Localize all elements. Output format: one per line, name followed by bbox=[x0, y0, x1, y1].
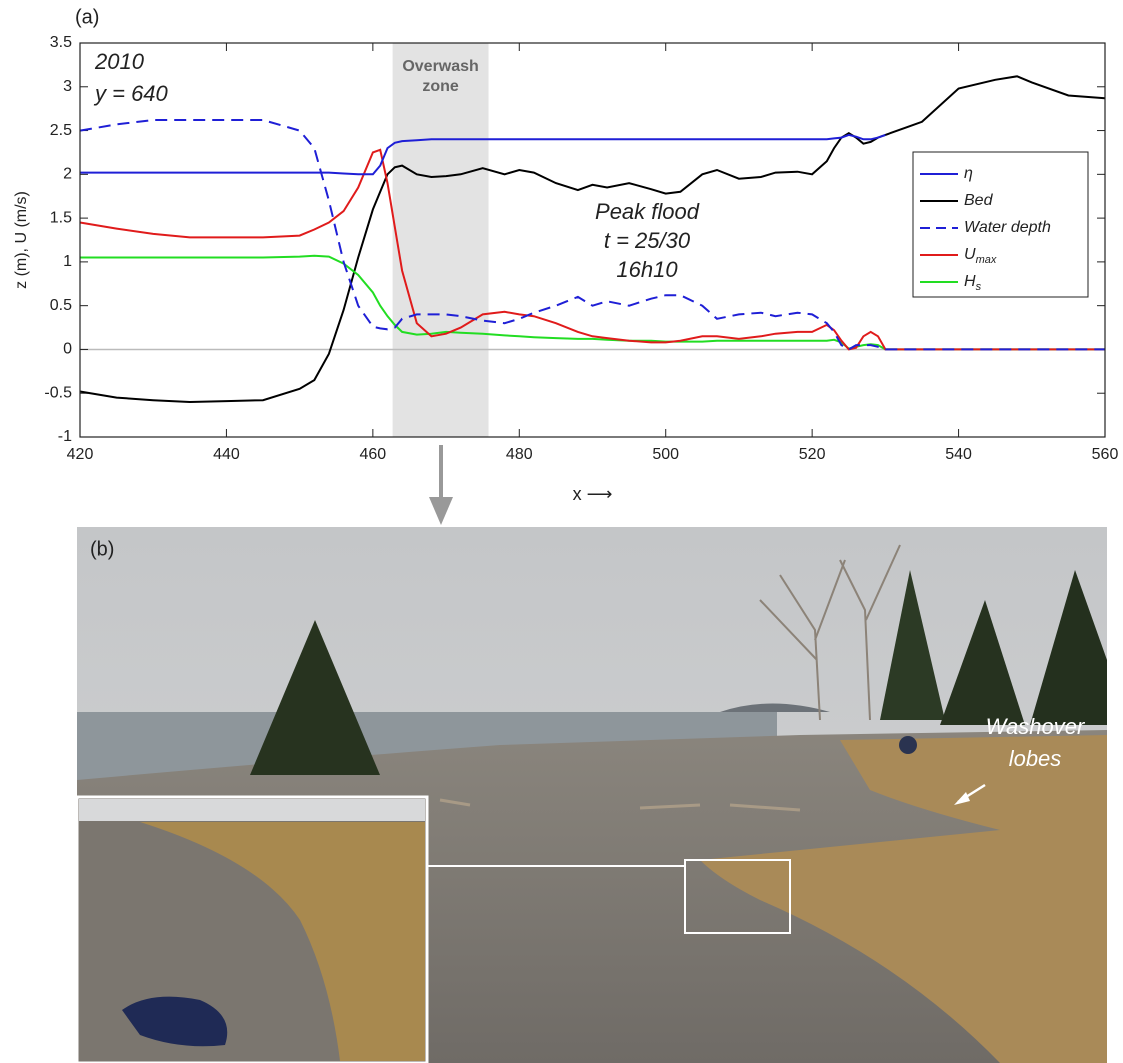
x-tick-label: 420 bbox=[67, 446, 94, 463]
series-line bbox=[79, 75, 1106, 404]
y-tick-label: 2.5 bbox=[50, 122, 72, 139]
inset-grass bbox=[140, 822, 425, 1061]
annotation-arrowhead bbox=[954, 792, 970, 805]
y-tick-label: -0.5 bbox=[44, 384, 72, 401]
y-tick-label: 1 bbox=[63, 253, 72, 270]
legend-label: U bbox=[964, 246, 976, 263]
photo-annotation: Washover bbox=[986, 714, 1086, 739]
x-tick-label: 520 bbox=[799, 446, 826, 463]
legend-label: Hs bbox=[964, 273, 982, 293]
x-axis-label: x ⟶ bbox=[573, 484, 613, 504]
x-tick-label: 500 bbox=[652, 446, 679, 463]
region-label: Overwash bbox=[402, 58, 478, 75]
photo-annotation: lobes bbox=[1009, 746, 1062, 771]
legend-label: Bed bbox=[964, 192, 994, 209]
region-label: zone bbox=[422, 78, 459, 95]
chart: Overwash zone -1 -0.5 0 0.5 1 1.5 2 2.5 3 3.5 420 440… bbox=[13, 34, 1118, 504]
person bbox=[899, 736, 917, 754]
annotation: Peak flood bbox=[595, 199, 700, 224]
x-tick-label: 440 bbox=[213, 446, 240, 463]
panel-label: (b) bbox=[90, 538, 114, 560]
legend-label: Water depth bbox=[964, 219, 1051, 236]
series-line bbox=[79, 148, 1105, 351]
y-tick-label: 3.5 bbox=[50, 34, 72, 51]
y-tick-label: -1 bbox=[58, 428, 72, 445]
headland bbox=[720, 703, 830, 712]
legend-label: H bbox=[964, 273, 976, 290]
annotation: y = 640 bbox=[93, 81, 169, 106]
annotation: 2010 bbox=[94, 49, 145, 74]
shaded-region bbox=[392, 43, 489, 437]
arrow-head bbox=[429, 497, 453, 525]
legend-label: Umax bbox=[964, 246, 997, 266]
series-line bbox=[80, 133, 886, 176]
y-axis-label: z (m), U (m/s) bbox=[13, 191, 30, 289]
x-tick-label: 460 bbox=[360, 446, 387, 463]
annotation: 16h10 bbox=[616, 257, 678, 282]
photo bbox=[75, 527, 1107, 1063]
legend-box bbox=[912, 151, 1089, 298]
bare-tree bbox=[759, 544, 901, 721]
inset-person bbox=[122, 996, 228, 1047]
y-tick-label: 0.5 bbox=[50, 297, 72, 314]
spruce bbox=[880, 570, 945, 720]
x-tick-label: 480 bbox=[506, 446, 533, 463]
spruce bbox=[250, 620, 380, 775]
grass bbox=[700, 735, 1107, 1063]
legend-label: η bbox=[964, 165, 973, 182]
y-tick-label: 2 bbox=[63, 166, 72, 183]
legend-label: η bbox=[964, 165, 973, 182]
annotation: t = 25/30 bbox=[604, 228, 691, 253]
legend-subscript: s bbox=[976, 281, 982, 293]
y-tick-label: 1.5 bbox=[50, 209, 72, 226]
legend-label: Bed bbox=[964, 192, 994, 209]
x-tick-label: 540 bbox=[945, 446, 972, 463]
driftwood bbox=[439, 798, 801, 812]
y-tick-label: 0 bbox=[63, 341, 72, 358]
spruce bbox=[1030, 570, 1107, 725]
x-tick-label: 560 bbox=[1092, 446, 1119, 463]
spruce bbox=[940, 600, 1025, 725]
y-tick-label: 3 bbox=[63, 78, 72, 95]
legend-subscript: max bbox=[976, 254, 997, 266]
panel-label: (a) bbox=[75, 6, 99, 28]
inset-sky bbox=[79, 799, 425, 821]
zoom-box bbox=[684, 859, 791, 934]
plot-frame bbox=[79, 42, 1106, 438]
series-line bbox=[79, 119, 1105, 351]
legend-label: Water depth bbox=[964, 219, 1051, 236]
